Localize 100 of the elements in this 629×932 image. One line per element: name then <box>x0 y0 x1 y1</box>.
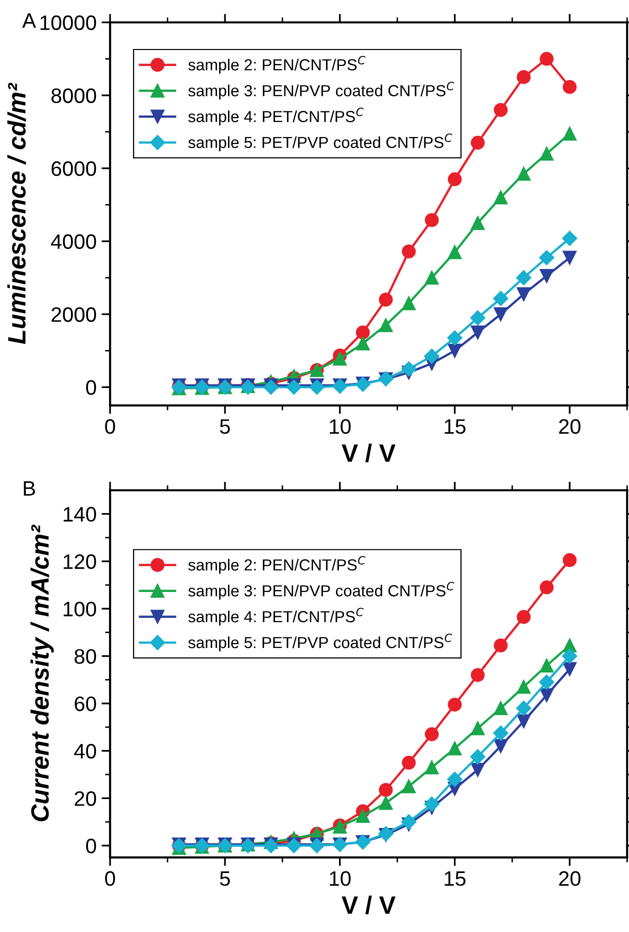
point <box>562 126 577 141</box>
point <box>402 244 416 258</box>
x-tick-label: 15 <box>444 871 466 886</box>
legend-label: sample 2: PEN/CNT/PS$^{C}$ <box>188 556 366 574</box>
point <box>494 701 508 716</box>
point <box>470 721 485 736</box>
y-tick-label: 60 <box>74 696 96 712</box>
point <box>356 809 370 823</box>
point <box>494 307 508 322</box>
y-tick-label: 6000 <box>52 161 96 176</box>
point <box>448 698 462 712</box>
point <box>356 326 370 340</box>
point <box>470 326 485 340</box>
point <box>540 688 554 702</box>
point <box>448 245 462 260</box>
point <box>516 680 531 694</box>
x-tick-label: 0 <box>105 871 116 886</box>
point <box>448 344 462 358</box>
point <box>562 553 577 568</box>
x-tick-label: 10 <box>330 871 351 886</box>
x-axis-title: V / V <box>342 896 396 914</box>
x-tick-label: 15 <box>444 419 466 434</box>
point <box>540 52 554 66</box>
point <box>402 779 416 794</box>
point <box>516 287 531 302</box>
point <box>424 348 440 364</box>
x-tick-label: 10 <box>330 419 351 434</box>
point <box>562 80 577 94</box>
point <box>378 318 393 332</box>
point <box>493 290 508 306</box>
point <box>401 814 416 830</box>
point <box>562 662 577 676</box>
y-tick-label: 0 <box>86 380 96 395</box>
legend-label: sample 2: PEN/CNT/PS$^{C}$ <box>188 56 366 74</box>
y-axis-title: Current density / mA/cm² <box>30 524 54 822</box>
point <box>540 268 554 283</box>
point <box>539 674 554 690</box>
text: B <box>24 481 35 496</box>
point <box>540 580 554 594</box>
point <box>516 166 531 181</box>
point <box>470 216 485 230</box>
point <box>424 213 439 228</box>
point <box>516 700 532 716</box>
point <box>516 610 531 624</box>
legend-label: sample 5: PET/PVP coated CNT/PS$^{C}$ <box>188 634 452 652</box>
point <box>540 146 554 161</box>
point <box>470 762 485 777</box>
point <box>516 270 532 286</box>
point <box>470 749 486 764</box>
point <box>539 250 554 266</box>
point <box>516 70 531 84</box>
y-tick-label: 20 <box>74 791 96 806</box>
point <box>424 760 439 774</box>
point <box>494 190 508 204</box>
point <box>494 739 508 754</box>
y-tick-label: 10000 <box>40 15 96 30</box>
point <box>494 638 508 652</box>
point <box>378 796 393 810</box>
point <box>470 310 486 326</box>
point <box>401 361 416 377</box>
point <box>493 725 508 741</box>
y-tick-label: 40 <box>74 744 96 759</box>
point <box>448 742 462 756</box>
x-tick-label: 20 <box>559 871 580 886</box>
legend-label: sample 3: PEN/PVP coated CNT/PS$^{C}$ <box>188 582 454 600</box>
y-tick-label: 8000 <box>51 88 96 104</box>
point <box>470 668 485 682</box>
x-tick-label: 20 <box>559 419 580 434</box>
y-tick-label: 100 <box>64 602 96 616</box>
y-tick-label: 140 <box>64 506 96 522</box>
point <box>540 658 554 672</box>
point <box>562 250 577 265</box>
x-tick-label: 5 <box>220 871 230 886</box>
point <box>447 330 462 346</box>
point <box>424 796 440 812</box>
point <box>402 296 416 310</box>
x-axis-title: V / V <box>342 444 396 462</box>
point <box>332 352 347 366</box>
point <box>447 772 462 787</box>
point <box>378 782 393 797</box>
y-tick-label: 80 <box>74 649 96 664</box>
y-tick-label: 120 <box>64 554 96 570</box>
point <box>516 714 531 728</box>
point <box>378 292 393 307</box>
legend-label: sample 3: PEN/PVP coated CNT/PS$^{C}$ <box>188 82 454 100</box>
point <box>494 102 508 117</box>
point <box>470 136 485 150</box>
point <box>424 727 439 742</box>
point <box>448 172 462 186</box>
y-axis-title: Luminescence / cd/m² <box>7 82 26 344</box>
x-tick-label: 0 <box>105 419 116 434</box>
point <box>562 648 578 664</box>
y-tick-label: 0 <box>86 838 96 854</box>
point <box>402 756 416 770</box>
y-tick-label: 2000 <box>52 307 96 322</box>
point <box>562 230 578 246</box>
y-tick-label: 4000 <box>51 234 96 250</box>
point <box>356 336 370 350</box>
legend-label: sample 5: PET/PVP coated CNT/PS$^{C}$ <box>188 134 452 152</box>
point <box>424 270 439 285</box>
